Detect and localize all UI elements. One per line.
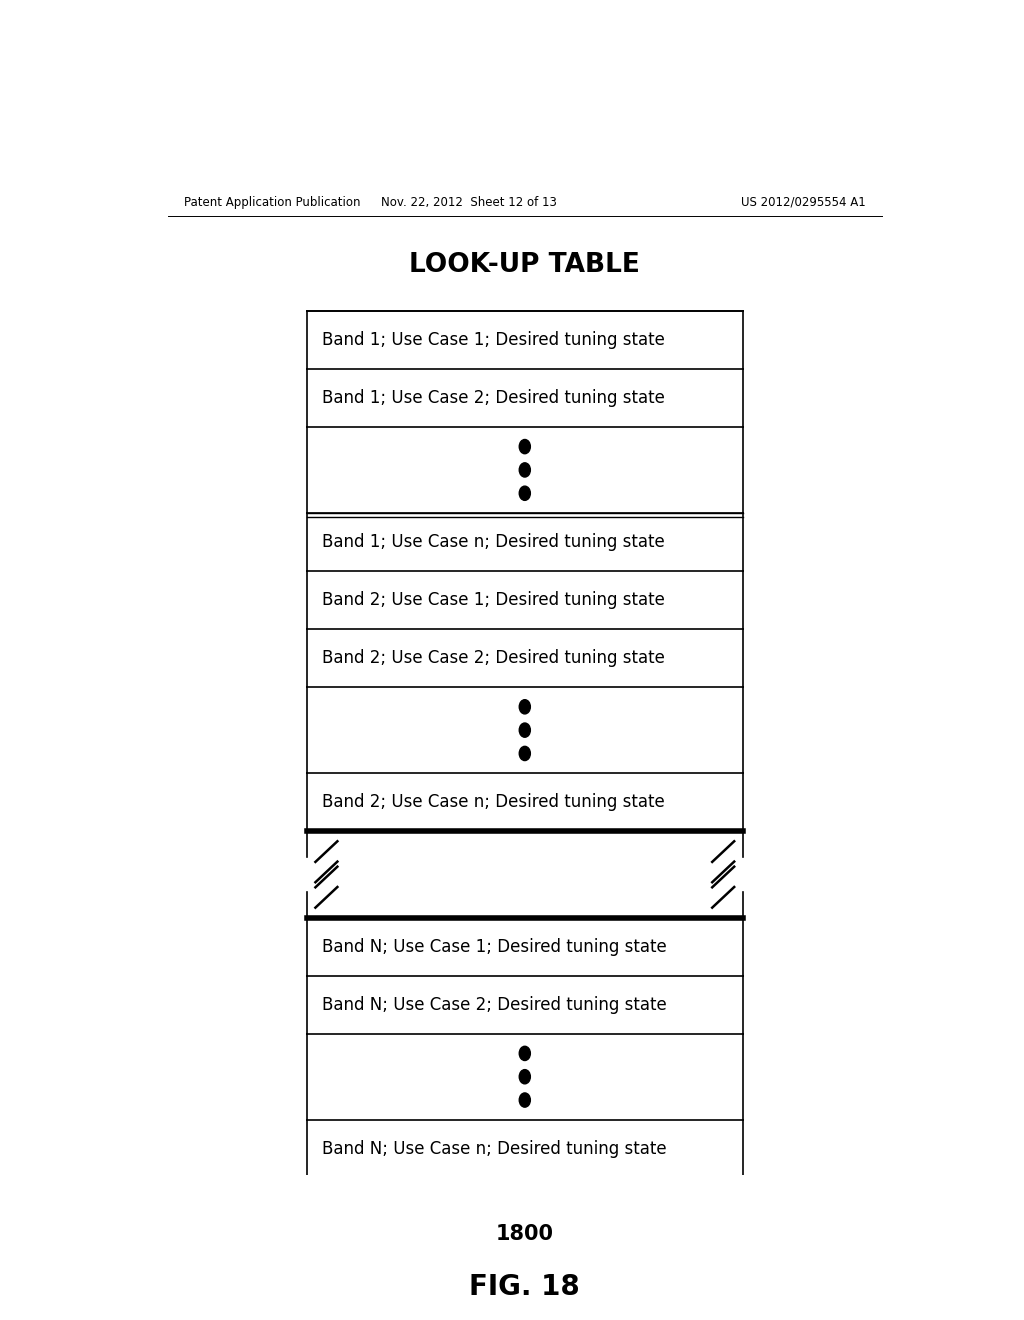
Text: Band N; Use Case 1; Desired tuning state: Band N; Use Case 1; Desired tuning state: [323, 937, 668, 956]
Circle shape: [519, 723, 530, 738]
Text: 1800: 1800: [496, 1224, 554, 1243]
Text: Band 1; Use Case 1; Desired tuning state: Band 1; Use Case 1; Desired tuning state: [323, 331, 666, 348]
Text: Band 2; Use Case 1; Desired tuning state: Band 2; Use Case 1; Desired tuning state: [323, 591, 666, 609]
Circle shape: [519, 1069, 530, 1084]
Circle shape: [519, 1047, 530, 1060]
Text: Band N; Use Case 2; Desired tuning state: Band N; Use Case 2; Desired tuning state: [323, 995, 668, 1014]
Circle shape: [519, 1093, 530, 1107]
Text: Nov. 22, 2012  Sheet 12 of 13: Nov. 22, 2012 Sheet 12 of 13: [381, 195, 557, 209]
Text: Patent Application Publication: Patent Application Publication: [183, 195, 360, 209]
Text: Band 1; Use Case n; Desired tuning state: Band 1; Use Case n; Desired tuning state: [323, 533, 666, 550]
Text: Band 2; Use Case n; Desired tuning state: Band 2; Use Case n; Desired tuning state: [323, 793, 666, 812]
Text: US 2012/0295554 A1: US 2012/0295554 A1: [741, 195, 866, 209]
Text: LOOK-UP TABLE: LOOK-UP TABLE: [410, 252, 640, 279]
Circle shape: [519, 440, 530, 454]
Circle shape: [519, 486, 530, 500]
Text: Band N; Use Case n; Desired tuning state: Band N; Use Case n; Desired tuning state: [323, 1140, 667, 1158]
Circle shape: [519, 463, 530, 477]
Text: FIG. 18: FIG. 18: [469, 1272, 581, 1300]
Circle shape: [519, 746, 530, 760]
Text: Band 1; Use Case 2; Desired tuning state: Band 1; Use Case 2; Desired tuning state: [323, 389, 666, 407]
Circle shape: [519, 700, 530, 714]
Text: Band 2; Use Case 2; Desired tuning state: Band 2; Use Case 2; Desired tuning state: [323, 649, 666, 667]
